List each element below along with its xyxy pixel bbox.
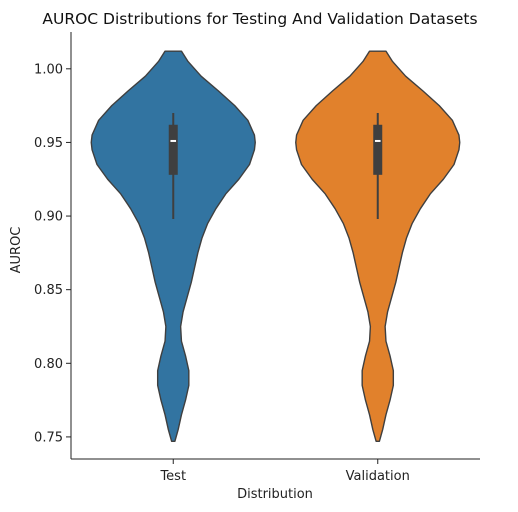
box-iqr [168,124,178,175]
y-tick-label: 0.95 [34,136,63,151]
plot-area [90,50,461,443]
violin-test [90,50,256,443]
chart-title: AUROC Distributions for Testing And Vali… [42,10,477,28]
violin-validation [295,50,461,443]
y-axis-ticks: 0.75 0.80 0.85 0.90 0.95 1.00 [34,62,71,445]
y-tick-label: 0.80 [34,357,63,372]
y-tick-label: 1.00 [34,62,63,77]
x-tick-label: Test [159,469,186,484]
x-axis-title: Distribution [237,487,313,502]
y-axis-title: AUROC [9,227,24,274]
box-iqr [373,124,383,175]
y-tick-label: 0.85 [34,283,63,298]
x-tick-label: Validation [346,469,410,484]
y-tick-label: 0.75 [34,430,63,445]
y-tick-label: 0.90 [34,210,63,225]
x-axis-ticks: Test Validation [159,459,410,484]
